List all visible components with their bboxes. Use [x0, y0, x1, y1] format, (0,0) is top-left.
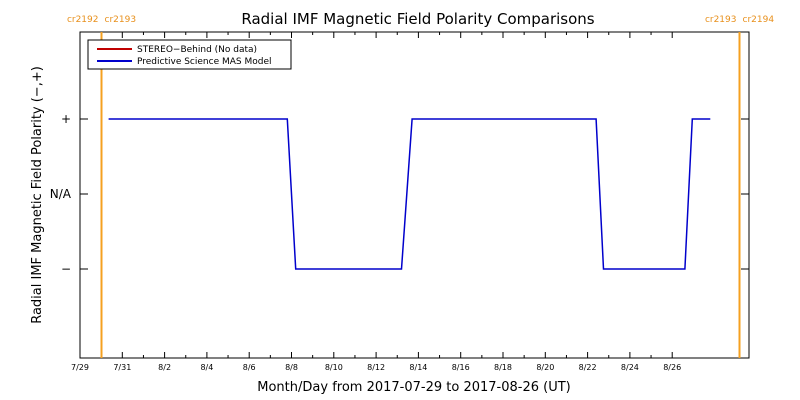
chart-title: Radial IMF Magnetic Field Polarity Compa…: [241, 10, 594, 28]
x-tick-label: 8/12: [367, 363, 385, 372]
x-axis-label: Month/Day from 2017-07-29 to 2017-08-26 …: [257, 380, 570, 395]
x-tick-label: 8/10: [325, 363, 343, 372]
plot-frame: [79, 31, 750, 359]
carrington-markers: cr2192 cr2193 cr2193 cr2194: [67, 15, 774, 358]
legend-box: [87, 39, 292, 70]
y-axis-label: Radial IMF Magnetic Field Polarity (−,+): [30, 66, 45, 324]
x-tick-label: 8/8: [285, 363, 298, 372]
x-tick-label: 8/18: [494, 363, 512, 372]
legend-label-stereo: STEREO−Behind (No data): [137, 45, 257, 55]
y-ticks: + N/A −: [50, 112, 749, 276]
x-tick-label: 8/22: [579, 363, 597, 372]
carrington-label-after: cr2193: [105, 15, 137, 25]
legend: STEREO−Behind (No data) Predictive Scien…: [87, 39, 292, 70]
y-tick-label: +: [61, 112, 71, 126]
x-tick-label: 8/2: [158, 363, 171, 372]
x-tick-label: 8/24: [621, 363, 639, 372]
plot-area: 7/29 7/31 8/2 8/4 8/6 8/8 8/10 8/12 8/14 8/16 8/18…: [50, 15, 775, 372]
x-tick-label: 8/4: [200, 363, 213, 372]
legend-label-mas: Predictive Science MAS Model: [137, 57, 272, 67]
x-tick-label: 8/6: [243, 363, 256, 372]
x-tick-label: 8/20: [536, 363, 554, 372]
x-tick-label: 8/16: [452, 363, 470, 372]
carrington-label-before: cr2192: [67, 15, 99, 25]
x-tick-label: 8/14: [409, 363, 427, 372]
x-tick-label: 7/31: [113, 363, 131, 372]
y-tick-label: N/A: [50, 187, 72, 201]
x-tick-label: 7/29: [71, 363, 89, 372]
series-line-1: [108, 118, 711, 270]
x-ticks: 7/29 7/31 8/2 8/4 8/6 8/8 8/10 8/12 8/14 8/16 8/18…: [71, 32, 681, 372]
y-tick-label: −: [61, 262, 71, 276]
data-series: [108, 118, 711, 270]
carrington-label-before: cr2193: [705, 15, 737, 25]
x-tick-label: 8/26: [663, 363, 681, 372]
carrington-label-after: cr2194: [743, 15, 775, 25]
